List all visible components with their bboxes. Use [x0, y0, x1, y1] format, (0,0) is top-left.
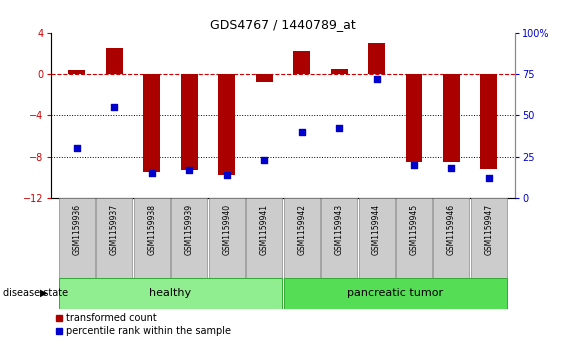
- Point: [484, 175, 493, 181]
- Text: healthy: healthy: [149, 288, 191, 298]
- Point: [73, 145, 82, 151]
- Bar: [396, 198, 432, 278]
- Text: GSM1159940: GSM1159940: [222, 204, 231, 255]
- Bar: [359, 198, 395, 278]
- Text: disease state: disease state: [3, 288, 68, 298]
- Legend: transformed count, percentile rank within the sample: transformed count, percentile rank withi…: [56, 313, 231, 337]
- Bar: [284, 278, 507, 309]
- Point: [372, 76, 381, 82]
- Bar: [181, 74, 198, 170]
- Text: GSM1159945: GSM1159945: [409, 204, 418, 255]
- Point: [334, 126, 343, 131]
- Bar: [405, 74, 422, 162]
- Text: GSM1159944: GSM1159944: [372, 204, 381, 255]
- Point: [409, 162, 418, 168]
- Point: [185, 167, 194, 173]
- Text: GSM1159942: GSM1159942: [297, 204, 306, 255]
- Text: GSM1159936: GSM1159936: [73, 204, 82, 255]
- Text: GSM1159939: GSM1159939: [185, 204, 194, 255]
- Bar: [434, 198, 470, 278]
- Bar: [144, 74, 160, 172]
- Bar: [293, 51, 310, 74]
- Bar: [256, 74, 272, 82]
- Text: pancreatic tumor: pancreatic tumor: [347, 288, 443, 298]
- Bar: [246, 198, 282, 278]
- Text: ▶: ▶: [41, 288, 48, 298]
- Text: GSM1159943: GSM1159943: [334, 204, 343, 255]
- Point: [260, 157, 269, 163]
- Bar: [171, 198, 207, 278]
- Bar: [330, 69, 347, 74]
- Title: GDS4767 / 1440789_at: GDS4767 / 1440789_at: [210, 19, 356, 32]
- Bar: [368, 43, 385, 74]
- Text: GSM1159938: GSM1159938: [148, 204, 157, 255]
- Text: GSM1159947: GSM1159947: [484, 204, 493, 255]
- Point: [148, 170, 157, 176]
- Bar: [59, 278, 282, 309]
- Text: GSM1159937: GSM1159937: [110, 204, 119, 255]
- Point: [110, 104, 119, 110]
- Bar: [96, 198, 132, 278]
- Bar: [284, 198, 320, 278]
- Text: GSM1159941: GSM1159941: [260, 204, 269, 255]
- Point: [447, 165, 456, 171]
- Bar: [480, 74, 497, 169]
- Text: GSM1159946: GSM1159946: [447, 204, 456, 255]
- Bar: [69, 70, 86, 74]
- Bar: [443, 74, 460, 162]
- Point: [222, 172, 231, 178]
- Bar: [59, 198, 95, 278]
- Bar: [134, 198, 170, 278]
- Bar: [218, 74, 235, 175]
- Bar: [209, 198, 245, 278]
- Point: [297, 129, 306, 135]
- Bar: [321, 198, 357, 278]
- Bar: [106, 48, 123, 74]
- Bar: [471, 198, 507, 278]
